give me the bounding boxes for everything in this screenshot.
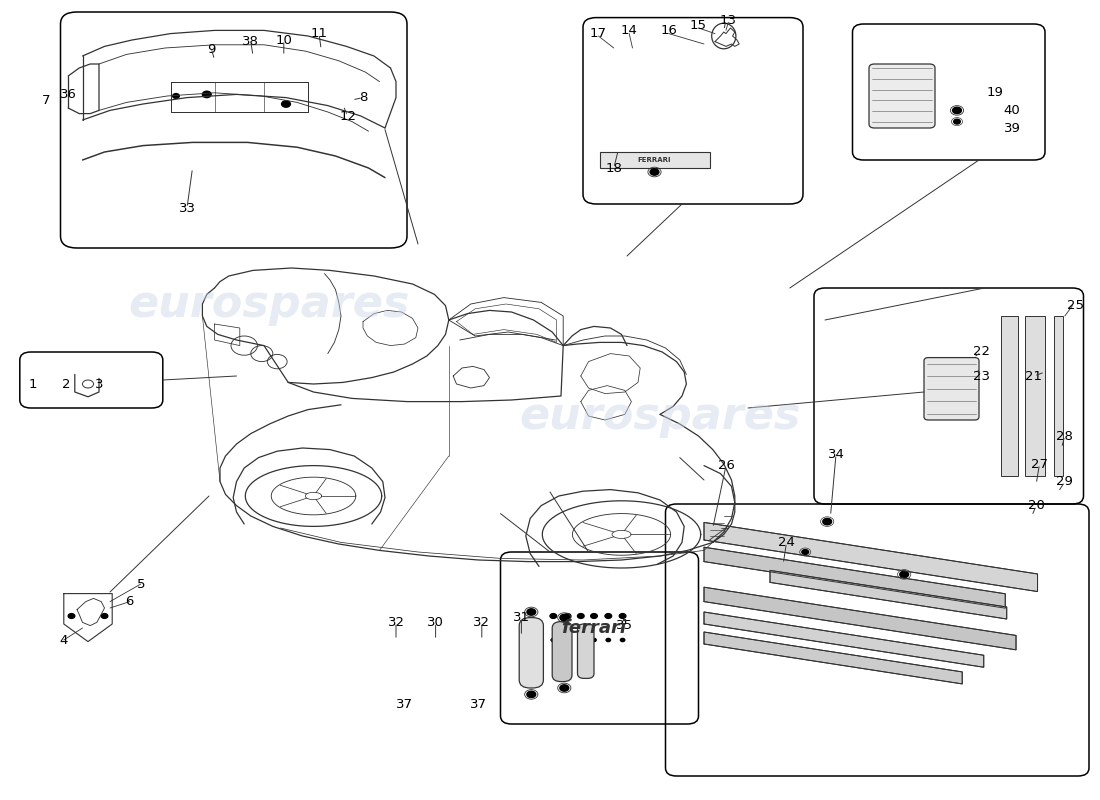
FancyBboxPatch shape: [552, 622, 572, 682]
Polygon shape: [704, 612, 983, 667]
FancyBboxPatch shape: [869, 64, 935, 128]
Text: 39: 39: [1003, 122, 1021, 134]
Text: 17: 17: [590, 27, 607, 40]
Circle shape: [591, 614, 597, 618]
Polygon shape: [704, 587, 1016, 650]
Text: 27: 27: [1031, 458, 1048, 470]
Circle shape: [579, 638, 583, 642]
Text: 32: 32: [387, 616, 405, 629]
Text: 2: 2: [62, 378, 70, 390]
Text: 8: 8: [359, 91, 367, 104]
Text: 12: 12: [339, 110, 356, 122]
Circle shape: [619, 614, 626, 618]
Circle shape: [592, 638, 596, 642]
Circle shape: [68, 614, 75, 618]
Text: 34: 34: [827, 448, 845, 461]
Polygon shape: [770, 570, 1007, 619]
Text: 9: 9: [207, 43, 216, 56]
Text: 40: 40: [1003, 104, 1021, 117]
Text: 25: 25: [1067, 299, 1085, 312]
Text: 26: 26: [717, 459, 735, 472]
Circle shape: [578, 614, 584, 618]
Text: 5: 5: [136, 578, 145, 590]
Text: 36: 36: [59, 88, 77, 101]
Text: 23: 23: [972, 370, 990, 382]
Text: ferrari: ferrari: [561, 619, 627, 637]
Text: 29: 29: [1056, 475, 1074, 488]
Bar: [1054, 316, 1063, 476]
Text: 37: 37: [470, 698, 487, 710]
Polygon shape: [704, 547, 1005, 608]
Circle shape: [802, 550, 808, 554]
Text: FERRARI: FERRARI: [638, 157, 671, 163]
Circle shape: [565, 638, 570, 642]
FancyBboxPatch shape: [519, 618, 543, 688]
FancyBboxPatch shape: [924, 358, 979, 420]
Text: 38: 38: [242, 35, 260, 48]
Text: 21: 21: [1025, 370, 1043, 382]
Text: 3: 3: [95, 378, 103, 390]
Text: 37: 37: [396, 698, 414, 710]
Text: 7: 7: [42, 94, 51, 106]
Text: 20: 20: [1027, 499, 1045, 512]
Text: 31: 31: [513, 611, 530, 624]
Text: eurospares: eurospares: [519, 394, 801, 438]
Text: 1: 1: [29, 378, 37, 390]
Text: 18: 18: [605, 162, 623, 174]
Circle shape: [101, 614, 108, 618]
Circle shape: [954, 119, 960, 124]
Text: 24: 24: [778, 536, 795, 549]
Text: 28: 28: [1056, 430, 1074, 442]
Circle shape: [605, 614, 612, 618]
Text: 16: 16: [660, 24, 678, 37]
Circle shape: [823, 518, 832, 525]
Bar: [1025, 316, 1045, 476]
Bar: [600, 152, 710, 168]
Text: 11: 11: [310, 27, 328, 40]
Text: 22: 22: [972, 346, 990, 358]
Text: 32: 32: [473, 616, 491, 629]
Circle shape: [550, 614, 557, 618]
Text: 33: 33: [178, 202, 196, 214]
Text: 15: 15: [690, 19, 707, 32]
Circle shape: [564, 614, 571, 618]
Circle shape: [650, 169, 659, 175]
Polygon shape: [704, 632, 962, 684]
Text: 13: 13: [719, 14, 737, 26]
Circle shape: [560, 685, 569, 691]
Circle shape: [527, 609, 536, 615]
Polygon shape: [704, 522, 1037, 591]
Text: 6: 6: [125, 595, 134, 608]
Circle shape: [282, 101, 290, 107]
Text: 4: 4: [59, 634, 68, 646]
Text: 14: 14: [620, 24, 638, 37]
Text: 35: 35: [616, 619, 634, 632]
Circle shape: [560, 614, 569, 621]
Text: 10: 10: [275, 34, 293, 46]
Text: 30: 30: [427, 616, 444, 629]
Bar: [1001, 316, 1018, 476]
Circle shape: [620, 638, 625, 642]
Circle shape: [953, 107, 961, 114]
Circle shape: [900, 571, 909, 578]
Circle shape: [202, 91, 211, 98]
Circle shape: [173, 94, 179, 98]
Text: eurospares: eurospares: [129, 282, 410, 326]
Circle shape: [551, 638, 556, 642]
Circle shape: [527, 691, 536, 698]
Circle shape: [606, 638, 610, 642]
FancyBboxPatch shape: [578, 624, 594, 678]
Text: 19: 19: [987, 86, 1004, 98]
